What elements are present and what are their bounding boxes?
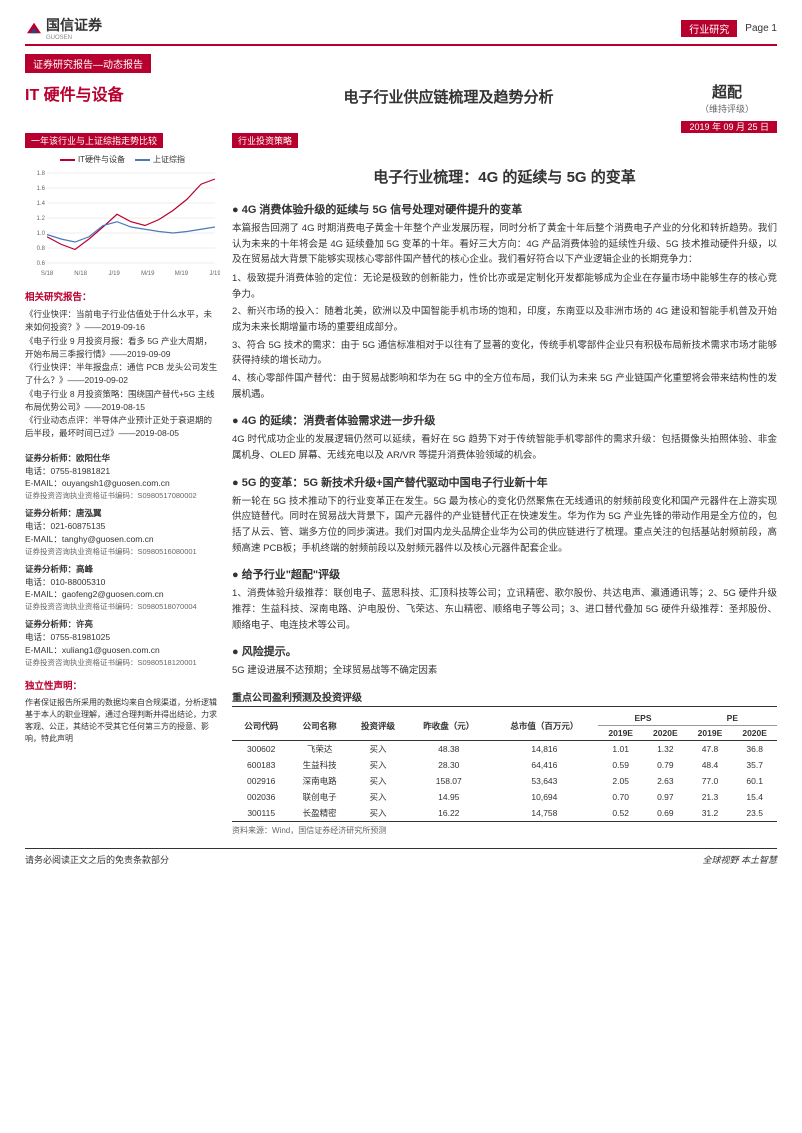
svg-text:0.8: 0.8 <box>37 246 46 252</box>
content-section: 风险提示。5G 建设进展不达预期；全球贸易战等不确定因素 <box>232 643 777 679</box>
svg-text:1.0: 1.0 <box>37 231 46 237</box>
right-column: 行业投资策略 电子行业梳理：4G 的延续与 5G 的变革 4G 消费体验升级的延… <box>232 133 777 836</box>
logo-text: 国信证券 <box>46 15 102 35</box>
report-item: 《行业快评：当前电子行业估值处于什么水平，未来如何投资？》——2019-09-1… <box>25 308 220 334</box>
logo-en: GUOSEN <box>46 35 102 41</box>
content-sections: 4G 消费体验升级的延续与 5G 信号处理对硬件提升的变革本篇报告回溯了 4G … <box>232 201 777 679</box>
table-row: 002036联创电子买入14.9510,6940.700.9721.315.4 <box>232 789 777 805</box>
analyst-block: 证券分析师：许亮电话：0755-81981025E-MAIL：xuliang1@… <box>25 618 220 668</box>
report-item: 《行业动态点评：半导体产业预计正处于衰退期的后半段，最坏时间已过》——2019-… <box>25 414 220 440</box>
report-type: 证券研究报告—动态报告 <box>25 54 151 73</box>
svg-text:M/19: M/19 <box>175 271 189 277</box>
content-section: 给予行业"超配"评级1、消费体验升级推荐：联创电子、蓝思科技、汇顶科技等公司；立… <box>232 566 777 633</box>
table-row: 002916深南电路买入158.0753,6432.052.6377.060.1 <box>232 773 777 789</box>
related-reports-list: 《行业快评：当前电子行业估值处于什么水平，未来如何投资？》——2019-09-1… <box>25 308 220 440</box>
footer-right: 全球视野 本土智慧 <box>702 853 777 866</box>
table-row: 300602飞荣达买入48.3814,8161.011.3247.836.8 <box>232 741 777 758</box>
svg-text:1.4: 1.4 <box>37 201 46 207</box>
page-number: Page 1 <box>745 23 777 34</box>
svg-text:M/19: M/19 <box>141 271 155 277</box>
report-item: 《电子行业 9 月投资月报：看多 5G 产业大周期，开始布局三季报行情》——20… <box>25 335 220 361</box>
table-source: 资料来源：Wind，国信证券经济研究所预测 <box>232 825 777 836</box>
analysts-section: 证券分析师：欧阳仕华电话：0755-81981821E-MAIL：ouyangs… <box>25 452 220 668</box>
header-category: 行业研究 <box>681 20 737 37</box>
analyst-block: 证券分析师：欧阳仕华电话：0755-81981821E-MAIL：ouyangs… <box>25 452 220 502</box>
content-section: 5G 的变革：5G 新技术升级+国产替代驱动中国电子行业新十年新一轮在 5G 技… <box>232 474 777 557</box>
left-column: 一年该行业与上证综指走势比较 IT硬件与设备上证综指 0.6 0.8 1.0 1.2 1… <box>25 133 220 836</box>
table-header: 重点公司盈利预测及投资评级 <box>232 689 777 707</box>
strategy-header: 行业投资策略 <box>232 133 298 148</box>
page-footer: 请务必阅读正文之后的免责条款部分 全球视野 本土智慧 <box>25 848 777 866</box>
svg-text:1.8: 1.8 <box>37 171 46 177</box>
page-header: 国信证券 GUOSEN 行业研究 Page 1 <box>25 15 777 46</box>
report-item: 《电子行业 8 月投资策略：围绕国产替代+5G 主线布局优势公司》——2019-… <box>25 388 220 414</box>
theme-title: 电子行业梳理：4G 的延续与 5G 的变革 <box>232 166 777 187</box>
content-section: 4G 的延续：消费者体验需求进一步升级4G 时代成功企业的发展逻辑仍然可以延续，… <box>232 412 777 463</box>
chart-legend: IT硬件与设备上证综指 <box>25 154 220 165</box>
report-item: 《行业快评：半年报盘点：通信 PCB 龙头公司发生了什么？》——2019-09-… <box>25 361 220 387</box>
logo: 国信证券 GUOSEN <box>25 15 102 41</box>
rating-sub: （维持评级） <box>677 102 777 115</box>
svg-text:S/18: S/18 <box>41 271 54 277</box>
performance-chart: 0.6 0.8 1.0 1.2 1.4 1.6 1.8 S/18 N/18 J/19 M/19 M/1… <box>25 168 220 278</box>
disclaimer-header: 独立性声明： <box>25 680 220 694</box>
related-reports-header: 相关研究报告： <box>25 291 220 305</box>
table-row: 600183生益科技买入28.3064,4160.590.7948.435.7 <box>232 757 777 773</box>
svg-text:1.6: 1.6 <box>37 186 46 192</box>
chart-header: 一年该行业与上证综指走势比较 <box>25 133 163 148</box>
analyst-block: 证券分析师：唐泓翼电话：021-60875135E-MAIL：tanghy@gu… <box>25 507 220 557</box>
report-date: 2019 年 09 月 25 日 <box>681 121 777 133</box>
sector-name: IT 硬件与设备 <box>25 81 220 105</box>
footer-left: 请务必阅读正文之后的免责条款部分 <box>25 853 169 866</box>
svg-text:J/19: J/19 <box>209 271 220 277</box>
logo-icon <box>25 21 43 35</box>
rating: 超配 <box>677 81 777 102</box>
table-row: 300115长盈精密买入16.2214,7580.520.6931.223.5 <box>232 805 777 822</box>
report-title: 电子行业供应链梳理及趋势分析 <box>220 81 677 107</box>
disclaimer-text: 作者保证报告所采用的数据均来自合规渠道，分析逻辑基于本人的职业理解，通过合理判断… <box>25 697 220 745</box>
svg-text:N/18: N/18 <box>74 271 87 277</box>
svg-text:0.6: 0.6 <box>37 261 46 267</box>
analyst-block: 证券分析师：高峰电话：010-88005310E-MAIL：gaofeng2@g… <box>25 563 220 613</box>
svg-text:J/19: J/19 <box>109 271 121 277</box>
content-section: 4G 消费体验升级的延续与 5G 信号处理对硬件提升的变革本篇报告回溯了 4G … <box>232 201 777 402</box>
earnings-table: 公司代码公司名称投资评级昨收盘（元）总市值（百万元）EPSPE2019E2020… <box>232 711 777 822</box>
svg-text:1.2: 1.2 <box>37 216 46 222</box>
